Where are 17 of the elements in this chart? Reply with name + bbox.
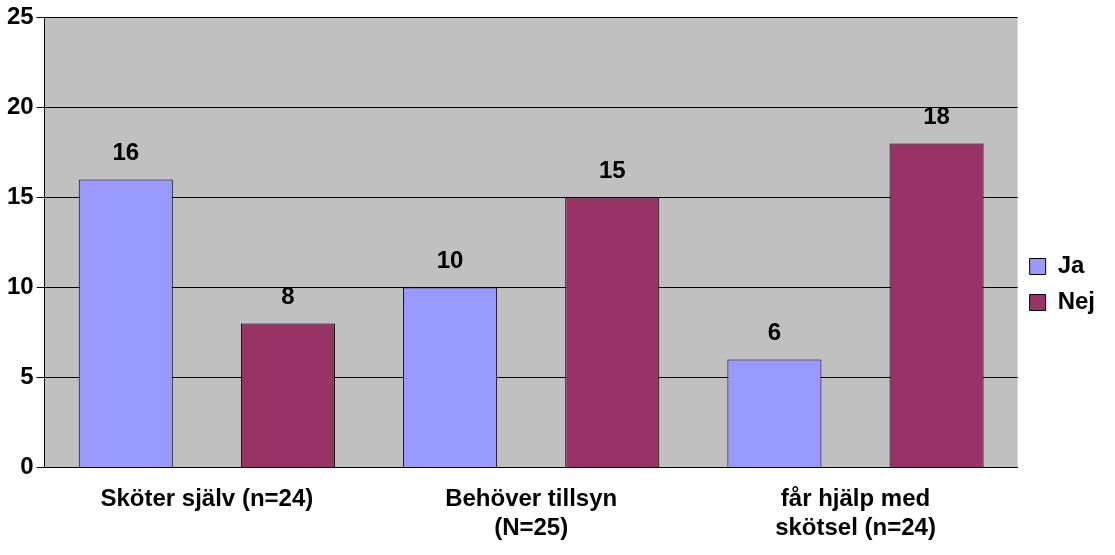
y-tick-label: 10 <box>6 272 34 300</box>
y-tick-label: 15 <box>6 182 34 210</box>
data-label: 10 <box>436 246 464 274</box>
x-tick-label: får hjälp med skötsel (n=24) <box>775 484 936 541</box>
x-tick-label: Sköter själv (n=24) <box>100 484 314 512</box>
x-tick-label: Behöver tillsyn (N=25) <box>445 484 618 541</box>
legend-label: Nej <box>1057 287 1096 315</box>
legend-label: Ja <box>1057 251 1085 279</box>
data-label: 15 <box>598 156 626 184</box>
y-tick-label: 5 <box>20 362 34 390</box>
y-tick-label: 0 <box>20 452 34 480</box>
y-tick-label: 20 <box>6 92 34 120</box>
y-tick-label: 25 <box>6 2 34 30</box>
data-label: 16 <box>112 138 140 166</box>
data-label: 8 <box>281 282 295 310</box>
data-label: 6 <box>767 318 782 346</box>
data-label: 18 <box>923 102 950 130</box>
